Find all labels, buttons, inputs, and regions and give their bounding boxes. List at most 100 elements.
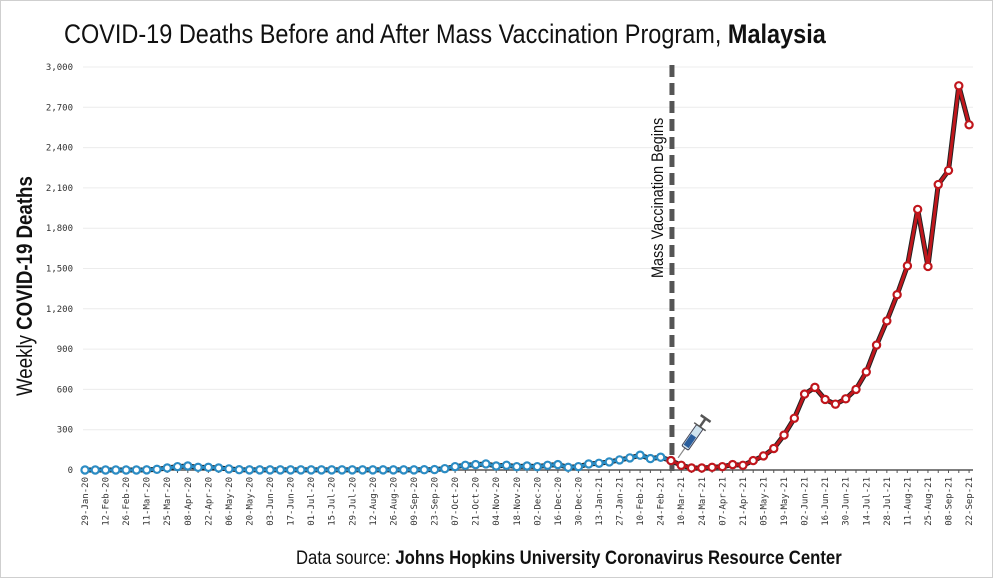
series-line-outline [669, 83, 972, 471]
data-point [522, 461, 532, 471]
series-group [80, 81, 974, 475]
data-point [625, 453, 635, 463]
data-point [964, 120, 974, 130]
series-0 [80, 450, 676, 475]
data-point [398, 465, 409, 475]
data-point [707, 462, 717, 473]
x-tick-label: 25-Aug-21 [924, 477, 934, 526]
data-point [501, 460, 512, 470]
data-point [378, 465, 388, 475]
x-tick-label: 13-Jan-21 [595, 477, 605, 526]
data-point [563, 462, 573, 473]
chart-title: COVID-19 Deaths Before and After Mass Va… [64, 20, 827, 50]
data-source: Data source: Johns Hopkins University Co… [296, 547, 842, 568]
data-point [542, 460, 553, 470]
y-tick-label: 1,800 [46, 224, 73, 234]
y-tick-label: 900 [57, 345, 73, 355]
x-tick-label: 14-Jul-21 [862, 477, 872, 526]
data-point [841, 394, 851, 404]
data-point [357, 465, 368, 475]
x-tick-label: 20-May-20 [245, 477, 255, 526]
y-tick-label: 2,700 [46, 103, 73, 113]
syringe-icon [677, 414, 712, 459]
chart-title-main: COVID-19 Deaths Before and After Mass Va… [64, 20, 721, 50]
x-tick-label: 11-Aug-21 [903, 477, 913, 526]
data-point [470, 459, 481, 470]
y-tick-label: 1,200 [46, 305, 73, 315]
data-point [799, 389, 810, 399]
data-point [912, 204, 923, 215]
data-point [203, 462, 214, 473]
data-point [347, 465, 357, 475]
series-1 [666, 81, 974, 473]
y-tick-label: 1,500 [46, 265, 73, 275]
data-point [337, 465, 347, 475]
x-tick-label: 30-Dec-20 [574, 477, 584, 526]
x-tick-label: 12-Feb-20 [102, 477, 112, 526]
data-point [943, 165, 954, 176]
x-tick-label: 25-Mar-20 [163, 477, 173, 526]
data-point [512, 461, 522, 472]
data-point [882, 316, 892, 326]
x-tick-label: 10-Mar-21 [677, 477, 687, 526]
x-tick-label: 22-Apr-20 [204, 477, 214, 526]
data-point [306, 465, 316, 475]
data-point [275, 465, 286, 475]
data-point [727, 459, 738, 470]
x-tick-label: 08-Sep-21 [945, 477, 955, 526]
y-axis-ticks: 0 300 600 900 1,200 1,500 1,800 2,100 2,400 2,700… [46, 63, 73, 476]
data-point [183, 461, 193, 471]
data-point [871, 340, 882, 350]
data-point [80, 465, 90, 475]
data-source-prefix: Data source: [296, 547, 391, 568]
y-tick-label: 0 [68, 466, 73, 476]
data-point [316, 465, 327, 475]
data-point [285, 465, 296, 475]
data-point [429, 464, 440, 475]
data-point [779, 430, 789, 440]
x-tick-label: 01-Jul-20 [307, 477, 317, 526]
x-tick-label: 21-Oct-20 [472, 477, 482, 526]
y-axis-label: Weekly COVID-19 Deaths [14, 176, 38, 396]
data-point [666, 455, 676, 466]
x-tick-label: 17-Jun-20 [287, 477, 297, 526]
x-tick-label: 16-Jun-21 [821, 477, 831, 526]
data-point [635, 450, 645, 460]
data-point [141, 465, 152, 475]
x-tick-label: 12-Aug-20 [369, 477, 379, 526]
x-tick-label: 11-Mar-20 [143, 477, 153, 526]
x-tick-label: 02-Dec-20 [533, 477, 543, 526]
data-point [954, 81, 964, 91]
data-point [851, 384, 861, 395]
data-point [738, 460, 748, 470]
data-point [131, 465, 142, 475]
x-tick-label: 22-Sep-21 [965, 477, 975, 526]
data-source-name: Johns Hopkins University Coronavirus Res… [395, 547, 841, 568]
x-tick-label: 02-Jun-21 [801, 477, 811, 526]
data-point [594, 458, 604, 468]
x-tick-label: 09-Sep-20 [410, 477, 420, 526]
data-point [676, 460, 686, 470]
data-point [440, 463, 450, 474]
series-line [670, 84, 971, 470]
x-tick-label: 18-Nov-20 [513, 477, 523, 526]
x-tick-label: 28-Jul-21 [883, 477, 893, 526]
vaccination-label: Mass Vaccination Begins [649, 118, 667, 278]
data-point [100, 465, 111, 475]
data-point [655, 452, 666, 462]
data-point [152, 464, 162, 475]
x-tick-label: 03-Jun-20 [266, 477, 276, 526]
data-point [296, 465, 306, 475]
chart-title-country: Malaysia [728, 20, 827, 50]
x-tick-label: 29-Jul-20 [348, 477, 358, 526]
data-point [861, 367, 871, 377]
data-point [923, 261, 933, 272]
x-tick-label: 21-Apr-21 [739, 477, 749, 526]
x-tick-label: 30-Jun-21 [842, 477, 852, 526]
data-point [645, 453, 656, 464]
x-tick-label: 26-Feb-20 [122, 477, 132, 526]
x-tick-label: 29-Jan-20 [81, 477, 91, 526]
data-point [111, 465, 121, 475]
x-tick-label: 26-Aug-20 [389, 477, 399, 526]
